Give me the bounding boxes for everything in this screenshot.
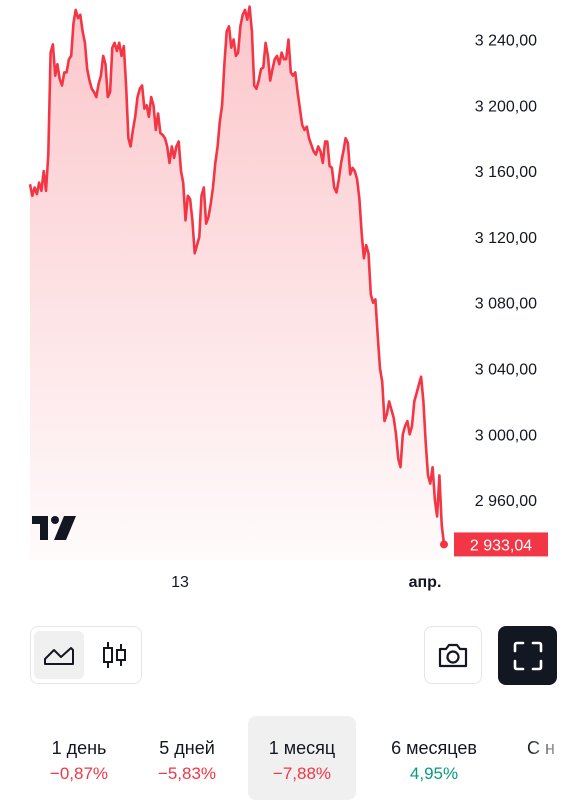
y-axis-tick-label: 3 120,00 <box>475 230 537 247</box>
y-axis-tick-label: 3 000,00 <box>475 427 537 444</box>
period-label: 1 день <box>51 738 107 758</box>
last-price-dot <box>440 540 448 549</box>
period-label: 5 дней <box>159 738 215 758</box>
period-1-day[interactable]: 1 день −0,87% <box>30 716 128 800</box>
y-axis-tick-label: 3 080,00 <box>475 296 537 313</box>
camera-icon <box>438 643 468 668</box>
price-area <box>30 6 444 561</box>
screenshot-button[interactable] <box>424 626 482 684</box>
period-label: 6 месяцев <box>391 738 477 758</box>
period-1-month[interactable]: 1 месяц −7,88% <box>248 716 356 800</box>
x-axis-tick-label: 13 <box>171 574 189 591</box>
period-6-months[interactable]: 6 месяцев 4,95% <box>370 716 498 800</box>
period-change: −7,88% <box>272 764 332 783</box>
price-chart[interactable]: 3 240,00 3 200,00 3 160,00 3 120,00 3 080,00… <box>0 0 587 600</box>
tradingview-logo <box>32 516 76 540</box>
period-selector: 1 день −0,87% 5 дней −5,83% 1 месяц −7,8… <box>0 716 587 800</box>
period-change: −0,87% <box>49 764 109 783</box>
chart-type-toggle <box>30 626 142 684</box>
fullscreen-button[interactable] <box>498 626 557 685</box>
y-axis-tick-label: 3 160,00 <box>475 164 537 181</box>
candlestick-icon <box>103 642 126 668</box>
area-chart-icon <box>44 647 74 665</box>
fullscreen-icon <box>513 641 542 670</box>
price-line <box>28 5 446 545</box>
last-price-label-bg <box>454 532 548 557</box>
candlestick-chart-button[interactable] <box>90 631 140 679</box>
y-axis-tick-label: 3 240,00 <box>475 33 537 50</box>
price-chart-svg: 3 240,00 3 200,00 3 160,00 3 120,00 3 080,00… <box>28 5 548 591</box>
area-chart-button[interactable] <box>34 631 84 679</box>
last-price-label: 2 933,04 <box>470 537 532 554</box>
y-axis-tick-label: 3 200,00 <box>475 98 537 115</box>
period-change: −5,83% <box>157 764 217 783</box>
y-axis-tick-label: 2 960,00 <box>475 493 537 510</box>
period-label: 1 месяц <box>268 738 336 758</box>
period-5-days[interactable]: 5 дней −5,83% <box>138 716 236 800</box>
x-axis-tick-label: апр. <box>409 574 442 591</box>
scroll-fade <box>527 716 587 800</box>
period-change: 4,95% <box>409 764 459 783</box>
y-axis-tick-label: 3 040,00 <box>475 362 537 379</box>
